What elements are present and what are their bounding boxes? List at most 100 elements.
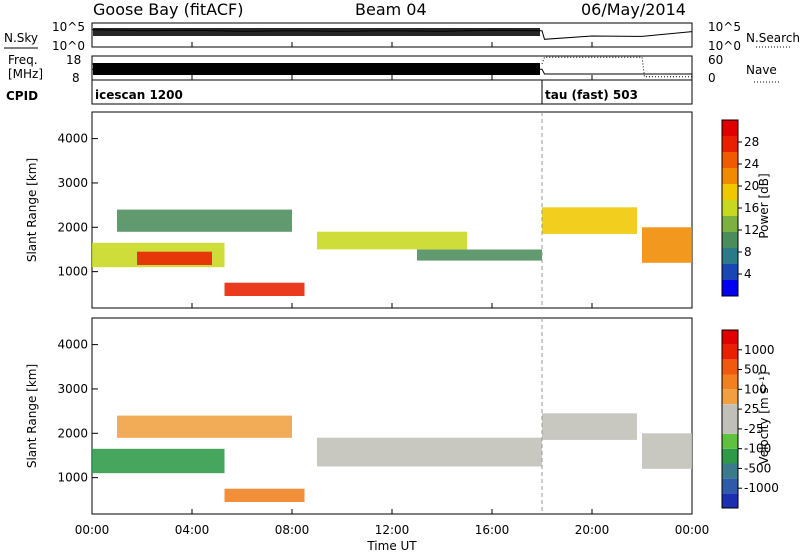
velocity-cbar-swatch-2 (722, 463, 738, 479)
power-region-4 (317, 231, 467, 250)
velocity-cbar-swatch-5 (722, 419, 738, 434)
velocity-cbar-tick-6: -500 (744, 461, 771, 475)
velocity-yticks-group: 4000 3000 2000 1000 (57, 338, 98, 485)
power-yticks-group: 4000 3000 2000 1000 (57, 132, 98, 279)
cpid-program-0: icescan 1200 (95, 88, 183, 102)
velocity-region-1 (224, 488, 305, 502)
power-cbar-swatch-5 (722, 200, 738, 216)
time-axis-ticks: 00:00 04:00 08:00 12:00 16:00 20:00 00:00 (75, 42, 710, 537)
power-cbar-tick-1: 24 (744, 157, 759, 171)
velocity-cbar-tick-0: 1000 (744, 343, 775, 357)
station-title: Goose Bay (fitACF) (93, 0, 243, 19)
power-cbar-swatch-9 (722, 136, 738, 152)
power-ytick-3: 1000 (57, 265, 88, 279)
power-cbar-swatch-10 (722, 120, 738, 136)
beam-title: Beam 04 (355, 0, 427, 19)
velocity-cbar-swatch-7 (722, 389, 738, 405)
velocity-cbar-swatch-10 (722, 344, 738, 360)
cpid-label: CPID (6, 89, 38, 103)
velocity-cbar-swatch-1 (722, 478, 738, 494)
nsky-left-tick-bottom: 10^0 (52, 39, 85, 53)
power-region-2 (224, 282, 305, 296)
time-tick-1: 04:00 (175, 523, 210, 537)
date-title: 06/May/2014 (581, 0, 686, 19)
power-cbar-swatch-1 (722, 264, 738, 280)
nsky-right-tick-top: 10^5 (708, 20, 741, 34)
power-ytick-2: 2000 (57, 220, 88, 234)
nsky-label: N.Sky (4, 31, 38, 45)
power-cbar-tick-5: 8 (744, 245, 752, 259)
nave-right-tick-bottom: 0 (708, 71, 716, 85)
power-cbar-swatch-4 (722, 216, 738, 232)
power-ylabel: Slant Range [km] (25, 158, 39, 262)
power-region-7 (642, 227, 692, 263)
power-data-group (92, 112, 692, 308)
time-tick-2: 08:00 (275, 523, 310, 537)
nave-series-line (92, 56, 692, 78)
velocity-cbar-tick-7: -1000 (744, 481, 779, 495)
power-region-5 (417, 249, 542, 261)
power-cbar-swatch-2 (722, 248, 738, 264)
power-cbar-tick-4: 12 (744, 223, 759, 237)
velocity-region-5 (642, 433, 692, 469)
velocity-cbar-tick-2: 100 (744, 382, 767, 396)
nsky-noise-band (93, 28, 540, 36)
power-region-3 (117, 209, 292, 232)
power-cbar-swatch-6 (722, 184, 738, 200)
time-tick-5: 20:00 (575, 523, 610, 537)
velocity-region-0 (92, 448, 225, 474)
velocity-cbar-swatch-4 (722, 433, 738, 449)
nsearch-label: N.Search (746, 31, 800, 45)
velocity-cbar-swatch-8 (722, 374, 738, 390)
power-ytick-0: 4000 (57, 132, 88, 146)
nsky-right-tick-bottom: 10^0 (708, 39, 741, 53)
velocity-cbar-swatch-11 (722, 330, 738, 345)
freq-left-tick-top: 18 (66, 53, 81, 67)
velocity-cbar-swatch-9 (722, 359, 738, 375)
velocity-cbar-swatch-0 (722, 493, 738, 508)
time-tick-6: 00:00 (675, 523, 710, 537)
nave-right-tick-top: 60 (708, 53, 723, 67)
power-cbar-tick-3: 16 (744, 201, 759, 215)
nave-label: Nave (746, 63, 777, 77)
power-region-1 (137, 251, 212, 265)
power-cbar-swatch-3 (722, 232, 738, 248)
power-colorbar: 28 24 20 16 12 8 4 (721, 119, 759, 297)
velocity-ytick-0: 4000 (57, 338, 88, 352)
power-cbar-swatch-7 (722, 168, 738, 184)
velocity-colorbar: 1000 500 100 25 -25 -100 -500 -1000 (721, 329, 779, 509)
power-colorbar-label: Power [dB] (757, 173, 771, 238)
velocity-colorbar-label: Velocity [m s⁻¹] (757, 371, 771, 464)
velocity-cbar-swatch-3 (722, 448, 738, 464)
velocity-ytick-1: 3000 (57, 382, 88, 396)
velocity-region-3 (317, 437, 542, 467)
velocity-region-2 (117, 415, 292, 438)
velocity-ytick-3: 1000 (57, 471, 88, 485)
velocity-ylabel: Slant Range [km] (25, 364, 39, 468)
velocity-cbar-tick-4: -25 (744, 422, 764, 436)
power-cbar-tick-2: 20 (744, 179, 759, 193)
velocity-cbar-tick-5: -100 (744, 442, 771, 456)
time-tick-4: 16:00 (475, 523, 510, 537)
power-ytick-1: 3000 (57, 176, 88, 190)
velocity-cbar-tick-3: 25 (744, 402, 759, 416)
velocity-cbar-swatch-6 (722, 404, 738, 419)
velocity-cbar-tick-1: 500 (744, 363, 767, 377)
cpid-program-group: icescan 1200 tau (fast) 503 (95, 80, 638, 104)
time-tick-3: 12:00 (375, 523, 410, 537)
time-tick-0: 00:00 (75, 523, 110, 537)
power-cbar-tick-0: 28 (744, 135, 759, 149)
freq-label-line1: Freq. (8, 53, 38, 67)
freq-label-line2: [MHz] (8, 67, 43, 81)
nsky-left-tick-top: 10^5 (52, 20, 85, 34)
power-cbar-swatch-0 (722, 280, 738, 296)
power-cbar-swatch-8 (722, 152, 738, 168)
freq-left-tick-bottom: 8 (72, 71, 80, 85)
velocity-cbar-frame (721, 329, 739, 509)
power-region-6 (542, 207, 637, 234)
velocity-data-group (92, 318, 692, 514)
power-cbar-tick-6: 4 (744, 267, 752, 281)
cpid-program-1: tau (fast) 503 (545, 88, 638, 102)
velocity-region-4 (542, 413, 637, 440)
